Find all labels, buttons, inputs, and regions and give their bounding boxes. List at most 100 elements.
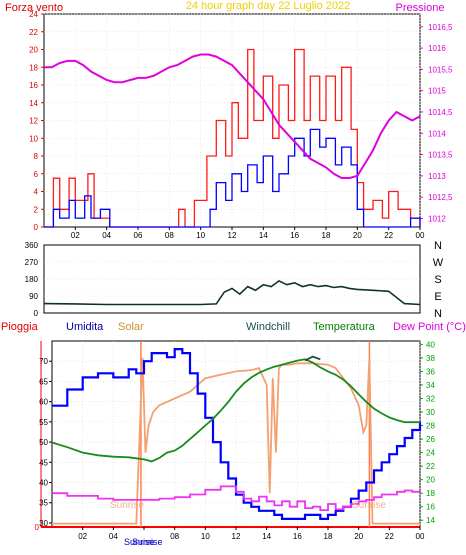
humidity-axis-tick-label: 55 xyxy=(39,418,48,427)
legend-dewpoint: Dew Point (°C) xyxy=(393,321,466,333)
time-tick-label: 02 xyxy=(78,532,87,541)
temperature-axis-tick-label: 32 xyxy=(426,394,435,403)
wind-pressure-plot: 02468101214161820222410121012,510131013,… xyxy=(29,10,453,240)
legend-humidity: Umidita xyxy=(66,321,104,333)
humidity-axis-tick-label: 50 xyxy=(39,438,48,447)
time-tick-label: 12 xyxy=(228,231,237,240)
time-tick-label: 08 xyxy=(170,532,179,541)
compass-label: N xyxy=(434,308,442,320)
humidity-axis-tick-label: 65 xyxy=(39,377,48,386)
temperature-axis-tick-label: 38 xyxy=(426,354,435,363)
wind-axis-tick-label: 12 xyxy=(29,117,38,126)
time-tick-label: 16 xyxy=(293,532,302,541)
pressure-axis-tick-label: 1013 xyxy=(428,172,446,181)
temperature-axis-tick-label: 22 xyxy=(426,462,435,471)
temperature-axis-tick-label: 18 xyxy=(426,489,435,498)
sunrise-label-1: Sunrise xyxy=(110,500,144,511)
humidity-axis-tick-label: 60 xyxy=(39,398,48,407)
pressure-axis-tick-label: 1014 xyxy=(428,129,446,138)
temperature-axis-tick-label: 30 xyxy=(426,408,435,417)
temperature-axis-tick-label: 20 xyxy=(426,476,435,485)
time-tick-label: 06 xyxy=(134,231,143,240)
time-tick-label: 00 xyxy=(416,231,425,240)
temperature-axis-tick-label: 16 xyxy=(426,503,435,512)
legend-solar: Solar xyxy=(118,321,144,333)
pressure-axis-tick-label: 1015,5 xyxy=(428,65,453,74)
time-tick-label: 18 xyxy=(324,532,333,541)
pressure-axis-tick-label: 1016 xyxy=(428,44,446,53)
time-tick-label: 10 xyxy=(196,231,205,240)
solar-series-line xyxy=(52,357,420,525)
pressure-axis-tick-label: 1013,5 xyxy=(428,151,453,160)
time-tick-label: 02 xyxy=(71,231,80,240)
pressure-axis-tick-label: 1016,5 xyxy=(428,23,453,32)
pressure-axis-tick-label: 1015 xyxy=(428,87,446,96)
time-tick-label: 20 xyxy=(354,532,363,541)
humidity-axis-tick-label: 35 xyxy=(39,499,48,508)
wind-axis-tick-label: 6 xyxy=(34,170,39,179)
sunrise-label-2: Sunrise xyxy=(352,500,386,511)
temperature-axis-tick-label: 26 xyxy=(426,435,435,444)
temperature-axis-tick-label: 14 xyxy=(426,516,435,525)
wind-axis-tick-label: 14 xyxy=(29,99,38,108)
windchill-series-line xyxy=(304,355,321,362)
time-tick-label: 00 xyxy=(416,532,425,541)
time-tick-label: 18 xyxy=(322,231,331,240)
direction-axis-tick-label: 360 xyxy=(25,241,39,250)
humidity-axis-tick-label: 45 xyxy=(39,458,48,467)
wind-axis-tick-label: 22 xyxy=(29,28,38,37)
humidity-axis-tick-label: 70 xyxy=(39,357,48,366)
humidity-axis-tick-label: 30 xyxy=(39,519,48,528)
time-tick-label: 08 xyxy=(165,231,174,240)
wind-axis-tick-label: 0 xyxy=(34,223,39,232)
time-tick-label: 04 xyxy=(109,532,118,541)
compass-label: W xyxy=(433,257,444,269)
humidity-axis-tick-label: 40 xyxy=(39,479,48,488)
temperature-humidity-plot: 30 35 40 45 50 55 60 65 70 14 16 18 20 22 24 26 28 30 32 34… xyxy=(35,340,436,547)
compass-label: S xyxy=(434,274,441,286)
time-tick-label: 04 xyxy=(102,231,111,240)
pressure-axis-tick-label: 1012 xyxy=(428,214,446,223)
time-tick-label: 22 xyxy=(384,231,393,240)
time-tick-label: 12 xyxy=(232,532,241,541)
time-tick-label: 16 xyxy=(290,231,299,240)
rain-axis-tick-label: 0 xyxy=(35,523,40,532)
legend-temperature: Temperatura xyxy=(313,321,376,333)
temperature-axis-tick-label: 28 xyxy=(426,422,435,431)
wind-axis-tick-label: 2 xyxy=(34,205,39,214)
temperature-axis-tick-label: 36 xyxy=(426,367,435,376)
temperature-axis-tick-label: 24 xyxy=(426,449,435,458)
direction-axis-tick-label: 270 xyxy=(25,258,39,267)
wind-axis-tick-label: 18 xyxy=(29,63,38,72)
time-tick-label: 14 xyxy=(262,532,271,541)
legend-windchill: Windchill xyxy=(246,321,290,333)
wind-axis-tick-label: 4 xyxy=(34,188,39,197)
wind-axis-tick-label: 20 xyxy=(29,46,38,55)
direction-series-line xyxy=(43,279,421,306)
time-tick-label: 10 xyxy=(201,532,210,541)
temperature-axis-tick-label: 34 xyxy=(426,381,435,390)
wind-axis-title: Forza vento xyxy=(5,2,63,14)
wind-axis-tick-label: 10 xyxy=(29,134,38,143)
direction-axis-tick-label: 180 xyxy=(25,275,39,284)
legend-rain: Pioggia xyxy=(1,321,39,333)
pressure-axis-tick-label: 1012,5 xyxy=(428,193,453,202)
direction-axis-tick-label: 0 xyxy=(34,309,39,318)
humidity-series-line xyxy=(52,348,422,520)
sunrise-axis-label-1: Sunrise xyxy=(124,537,155,547)
dewpoint-series-line xyxy=(52,485,421,511)
avg_wind-series-line xyxy=(44,128,421,228)
pressure-axis-tick-label: 1014,5 xyxy=(428,108,453,117)
wind-axis-tick-label: 16 xyxy=(29,81,38,90)
temperature-axis-tick-label: 40 xyxy=(426,340,435,349)
pressure-axis-title: Pressione xyxy=(396,2,445,14)
pressure-series-line xyxy=(44,53,421,179)
graph-title: 24 hour graph day 22 Luglio 2022 xyxy=(186,0,351,12)
compass-label: E xyxy=(434,291,441,303)
sunrise-axis-label-2: Sunrise xyxy=(132,537,163,547)
wind-axis-tick-label: 8 xyxy=(34,152,39,161)
temperature-series-line xyxy=(51,358,420,463)
direction-axis-tick-label: 90 xyxy=(29,292,38,301)
